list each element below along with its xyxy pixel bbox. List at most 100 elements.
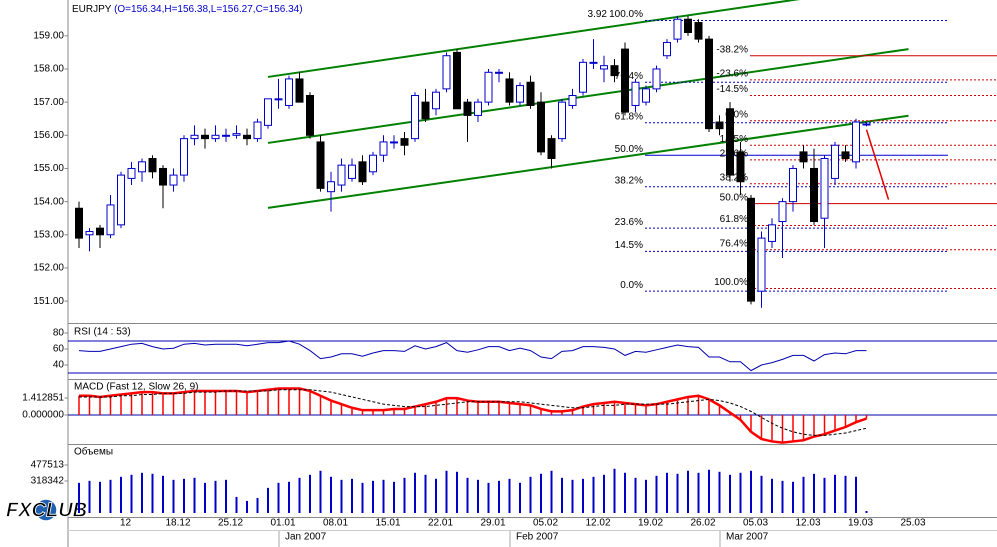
x-tick-label: 12.03 (795, 518, 820, 529)
candle-body (789, 167, 797, 203)
candle-body (526, 81, 535, 106)
candle-body (285, 78, 293, 106)
fibo-label: 0.0% (620, 280, 643, 291)
candle-body (421, 101, 430, 120)
candle-body (96, 227, 104, 236)
y-tick-label: 318342 (31, 476, 65, 487)
channel-line (267, 48, 909, 144)
candle-body (799, 151, 808, 163)
candle-body (463, 101, 472, 116)
fibo-label: 14.5% (615, 240, 643, 251)
y-tick-label: 1.412851 (22, 393, 64, 404)
y-tick-label: 155.00 (33, 163, 64, 174)
candle-body (169, 174, 178, 186)
main-plot: 100.0% 76.4% 61.8% 50.0% 38.2% 23.6% 14.5% 0.0%… (75, 0, 997, 308)
month-label: Jan 2007 (285, 532, 327, 543)
x-tick-label: 08.01 (323, 518, 348, 529)
chart-title: EURJPY (O=156.34,H=156.38,L=156.27,C=156… (72, 4, 303, 15)
candle-body (400, 138, 409, 146)
candle-body (736, 151, 745, 183)
channel-line (267, 0, 800, 78)
candle-body (190, 134, 199, 140)
candle-body (453, 51, 461, 110)
x-tick-label: 19.03 (848, 518, 873, 529)
candle-body (390, 141, 398, 144)
y-tick-label: 156.00 (33, 130, 64, 141)
candle-body (757, 237, 766, 292)
y-tick-label: 159.00 (33, 30, 64, 41)
candle-body (148, 158, 157, 173)
candle-body (516, 85, 524, 103)
y-tick-label: 153.00 (33, 229, 64, 240)
candle-body (568, 95, 577, 106)
y-tick-label: 157.00 (33, 97, 64, 108)
candle-body (631, 81, 640, 106)
candle-body (610, 65, 619, 77)
candle-body (379, 141, 388, 156)
fibo-label: 38.2% (720, 172, 748, 183)
candle-body (778, 201, 787, 223)
candle-body (274, 98, 283, 101)
y-tick-label: 154.00 (33, 196, 64, 207)
candle-body (358, 161, 367, 183)
candle-body (264, 98, 272, 126)
candle-body (211, 134, 220, 140)
fibo-label: 23.6% (615, 217, 643, 228)
candle-body (537, 101, 545, 153)
fibo-label: -14.5% (716, 84, 748, 95)
candle-body (715, 121, 724, 130)
x-tick-label: 12.02 (585, 518, 610, 529)
month-label: Feb 2007 (516, 532, 559, 543)
logo: FXCLUB (6, 498, 88, 522)
candle-body (600, 65, 608, 70)
x-tick-label: 01.01 (270, 518, 295, 529)
candle-body (831, 144, 839, 179)
y-tick-label: 158.00 (33, 64, 64, 75)
fibo-label: -23.6% (716, 69, 748, 80)
candle-body (684, 18, 692, 33)
y-tick-label: 151.00 (33, 296, 64, 307)
fibo-label: 76.4% (720, 238, 748, 249)
x-tick-label: 25.03 (900, 518, 925, 529)
candle-body (442, 55, 451, 90)
x-tick-label: 26.02 (690, 518, 715, 529)
candle-body (243, 134, 251, 140)
candle-body (621, 48, 629, 113)
y-tick-label: 477513 (31, 460, 65, 471)
y-tick-label: 152.00 (33, 263, 64, 274)
x-tick-label: 19.02 (638, 518, 663, 529)
rsi-line (78, 340, 867, 372)
candle-body (705, 38, 713, 130)
candle-body (726, 108, 734, 176)
y-tick-label: 40 (53, 360, 65, 371)
fibo-label: 38.2% (615, 175, 643, 186)
panel-title: RSI (14 : 53) (74, 327, 131, 338)
candle-body (127, 167, 136, 179)
candle-body (852, 121, 860, 163)
candle-body (138, 161, 146, 173)
fibo-label: 50.0% (720, 192, 748, 203)
fibo-label: 100.0% (609, 9, 643, 20)
candle-body (327, 181, 335, 193)
candle-body (547, 138, 556, 160)
candle-body (495, 71, 503, 74)
fibo-label: -38.2% (716, 44, 748, 55)
candle-body (862, 123, 871, 126)
candle-body (694, 22, 703, 40)
candle-body (106, 204, 115, 236)
logo-text: FXCLUB (6, 499, 87, 521)
candle-body (642, 88, 650, 103)
candle-body (673, 18, 682, 40)
macd-line (79, 387, 867, 444)
candle-body (85, 230, 94, 236)
candle-body (201, 134, 209, 140)
candle-body (180, 138, 188, 176)
symbol: EURJPY (72, 4, 112, 15)
fibo-label: 61.8% (615, 111, 643, 122)
channel-line (267, 114, 909, 209)
month-label: Mar 2007 (726, 532, 769, 543)
candle-body (820, 158, 829, 219)
x-tick-label: 18.12 (165, 518, 190, 529)
fibo-label: 61.8% (720, 214, 748, 225)
